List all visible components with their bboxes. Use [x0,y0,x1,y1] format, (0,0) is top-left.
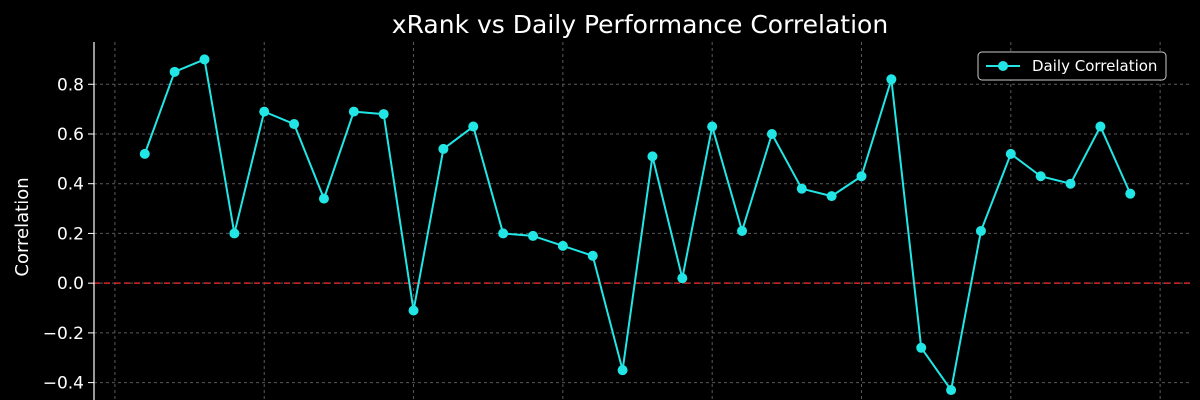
data-point [975,225,986,236]
data-point [259,106,270,117]
data-point [527,230,538,241]
legend-series-label: Daily Correlation [1032,57,1157,75]
data-point [199,54,210,65]
chart-title: xRank vs Daily Performance Correlation [392,10,888,39]
data-point [1005,148,1016,159]
y-tick-label: 0.0 [57,274,84,294]
data-point [318,193,329,204]
data-point [587,250,598,261]
legend: Daily Correlation [977,51,1167,81]
data-point [796,183,807,194]
y-tick-label: −0.4 [43,374,84,394]
y-tick-label: −0.2 [43,324,84,344]
y-tick-label: 0.2 [57,224,84,244]
data-point [1035,171,1046,182]
series-group [139,54,1136,396]
y-tick-label: 0.4 [57,175,84,195]
data-point [946,385,957,396]
data-point [856,171,867,182]
data-point [139,148,150,159]
data-point [557,240,568,251]
data-point [737,225,748,236]
data-point [229,228,240,239]
y-axis-label: Correlation [12,177,33,276]
series-line-daily-correlation [143,58,1132,392]
data-point [438,143,449,154]
data-point [408,305,419,316]
data-point [468,121,479,132]
data-point [289,119,300,130]
data-point [826,191,837,202]
data-point [169,66,180,77]
data-point [916,342,927,353]
data-point [766,128,777,139]
data-point [378,109,389,120]
legend-series-marker [998,61,1008,71]
data-point [348,106,359,117]
axes: −0.4 −0.2 0.0 0.2 0.4 0.6 0.8 [43,42,95,400]
data-point [647,151,658,162]
data-point [1125,188,1136,199]
data-point [1095,121,1106,132]
data-point [498,228,509,239]
data-point [707,121,718,132]
y-tick-label: 0.6 [57,125,84,145]
legend-box [977,51,1167,81]
y-tick-label: 0.8 [57,75,84,95]
data-point [677,273,688,284]
data-point [1065,178,1076,189]
data-point [617,365,628,376]
data-point [886,74,897,85]
